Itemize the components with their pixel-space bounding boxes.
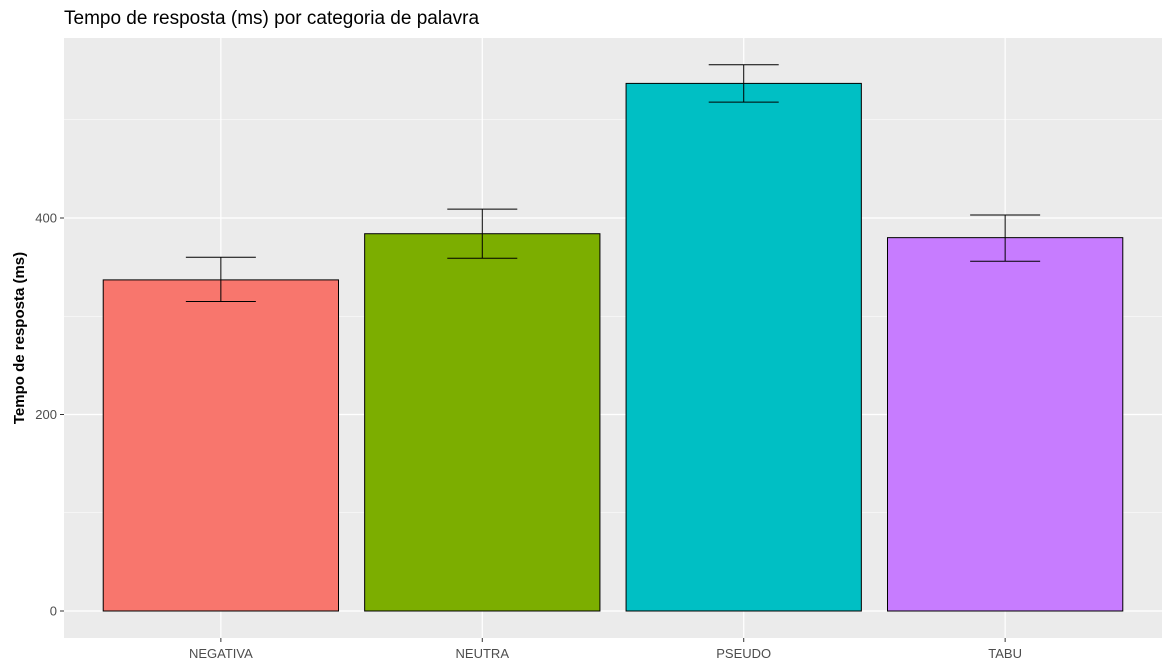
y-axis-title: Tempo de resposta (ms) <box>11 252 28 424</box>
y-tick-label: 0 <box>50 604 57 619</box>
x-tick-label: NEUTRA <box>456 646 510 661</box>
bar-tabu <box>887 237 1124 612</box>
bar-negativa <box>102 279 340 612</box>
bar-neutra <box>364 233 601 612</box>
error-bars <box>185 64 1041 303</box>
x-tick-label: NEGATIVA <box>189 646 253 661</box>
x-axis: NEGATIVA NEUTRA PSEUDO TABU <box>189 638 1022 661</box>
x-tick-label: TABU <box>988 646 1022 661</box>
y-axis: 0 200 400 <box>35 211 64 619</box>
y-tick-label: 200 <box>35 407 57 422</box>
x-tick-label: PSEUDO <box>716 646 771 661</box>
y-tick-label: 400 <box>35 211 57 226</box>
chart-title: Tempo de resposta (ms) por categoria de … <box>64 8 480 29</box>
bar-pseudo <box>625 82 862 612</box>
